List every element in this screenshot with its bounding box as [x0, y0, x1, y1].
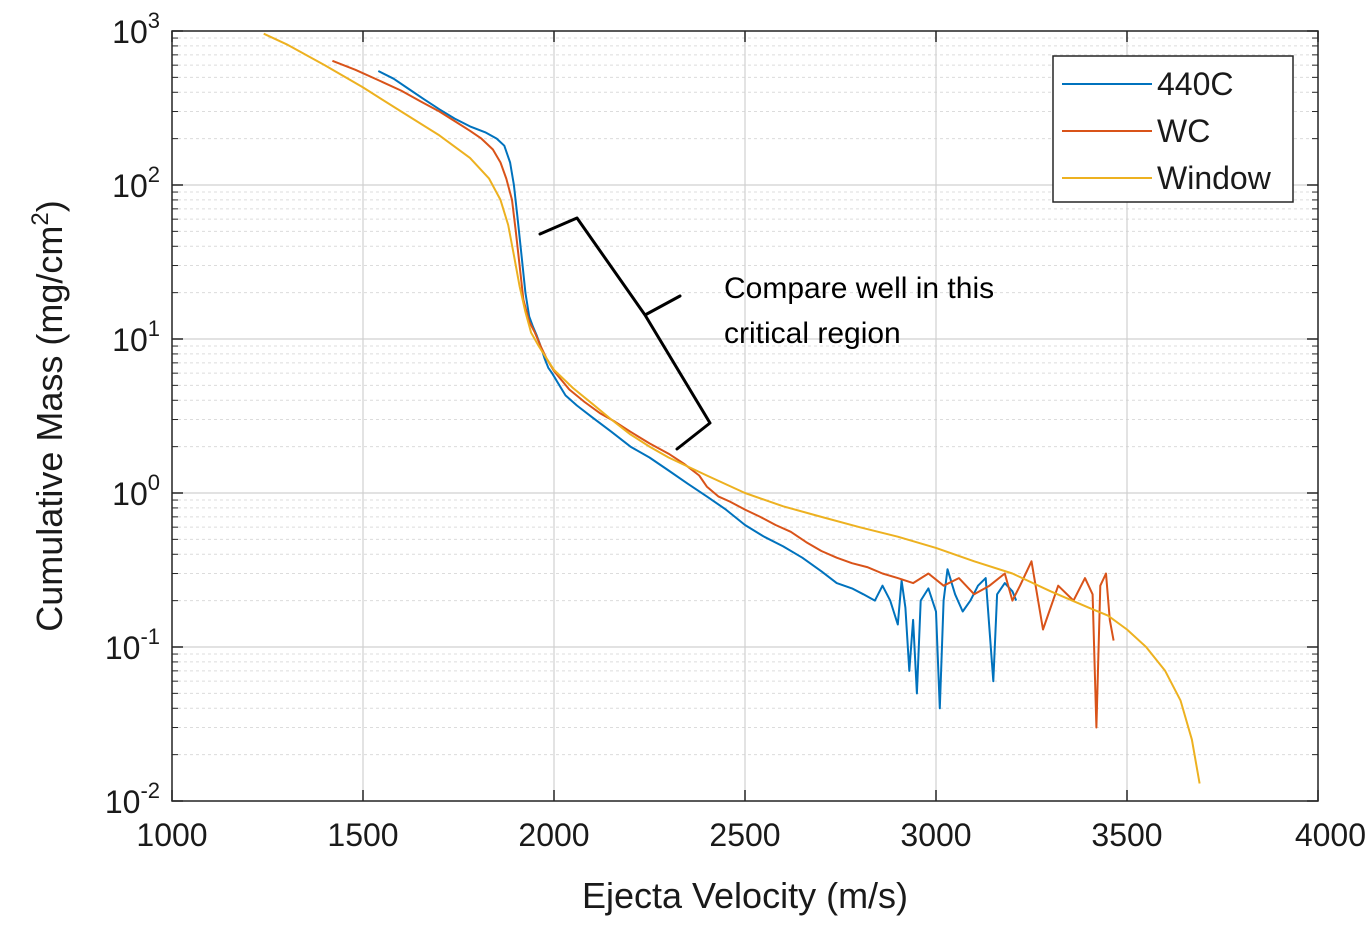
annotation-text: Compare well in this critical region [724, 272, 1002, 350]
y-tick-base: 10 [112, 476, 148, 512]
annotation: Compare well in this critical region [538, 216, 1002, 451]
legend: 440C WC Window [1052, 55, 1294, 203]
y-tick-base: 10 [105, 784, 141, 820]
y-tick-exponent: -2 [140, 778, 160, 803]
x-tick-label: 3000 [900, 817, 971, 853]
series-layer [263, 32, 1201, 784]
ticks [171, 30, 1319, 802]
y-tick-label: 103 [112, 8, 160, 50]
y-tick-base: 10 [105, 630, 141, 666]
y-tick-exponent: -1 [140, 624, 160, 649]
x-tick-label: 2000 [518, 817, 589, 853]
legend-entries: 440C WC Window [1062, 66, 1272, 196]
x-axis-label: Ejecta Velocity (m/s) [582, 875, 908, 916]
series-line-wc [332, 59, 1115, 729]
annotation-line-2: critical region [724, 317, 901, 350]
y-axis-label-sup: 2 [27, 212, 54, 225]
y-tick-exponent: 0 [148, 470, 160, 495]
y-tick-label: 102 [112, 162, 160, 204]
y-tick-base: 10 [112, 168, 148, 204]
y-tick-label: 101 [112, 316, 160, 358]
legend-label-window: Window [1157, 160, 1272, 196]
x-tick-label: 1500 [327, 817, 398, 853]
y-axis-label-main: Cumulative Mass (mg/cm [29, 226, 70, 632]
y-tick-label: 100 [112, 470, 160, 512]
y-tick-exponent: 1 [148, 316, 160, 341]
y-tick-label: 10-1 [105, 624, 160, 666]
y-axis-label: Cumulative Mass (mg/cm2) [27, 200, 70, 631]
series-line-440c [377, 70, 1018, 710]
x-tick-label: 3500 [1091, 817, 1162, 853]
y-axis-label-close: ) [29, 200, 70, 212]
x-tick-label: 2500 [709, 817, 780, 853]
y-tick-base: 10 [112, 14, 148, 50]
y-tick-exponent: 3 [148, 8, 160, 33]
x-tick-label: 4000 [1295, 817, 1366, 853]
y-tick-base: 10 [112, 322, 148, 358]
legend-label-440c: 440C [1157, 66, 1234, 102]
annotation-line-1: Compare well in this [724, 272, 994, 305]
legend-label-wc: WC [1157, 113, 1210, 149]
y-tick-label: 10-2 [105, 778, 160, 820]
x-tick-label: 1000 [136, 817, 207, 853]
annotation-brace [538, 216, 712, 451]
y-tick-exponent: 2 [148, 162, 160, 187]
series-line-window [263, 32, 1201, 784]
